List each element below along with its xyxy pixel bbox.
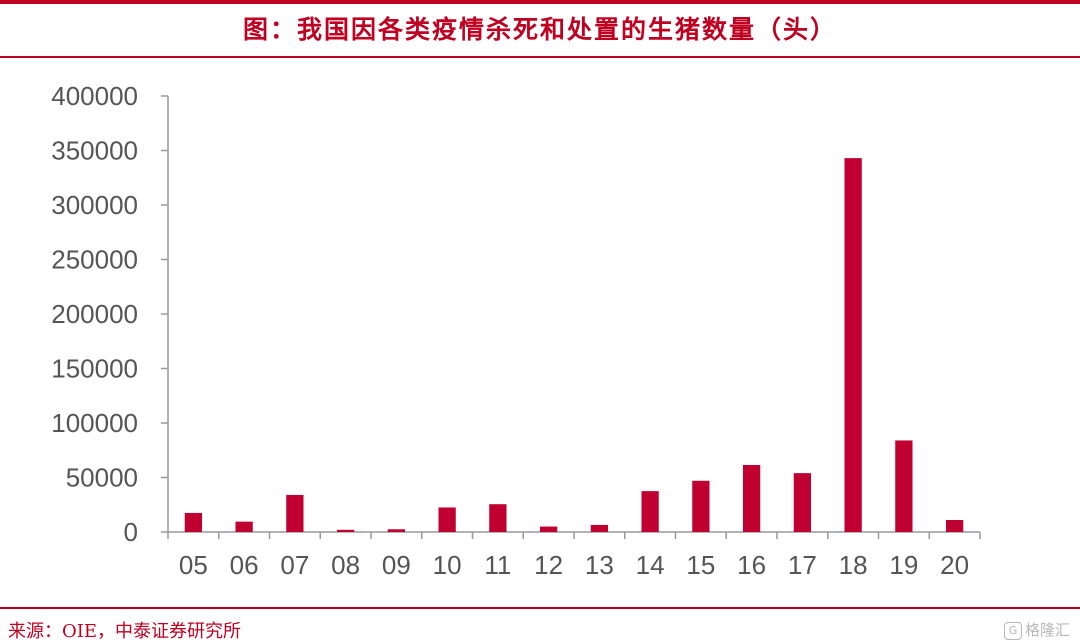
x-tick-label: 05 bbox=[179, 550, 208, 580]
y-tick-label: 150000 bbox=[51, 354, 138, 384]
watermark-logo-icon: G bbox=[1003, 621, 1022, 640]
bar-chart: 0 50000 100000 150000 200000 250000 300000 3500… bbox=[51, 81, 981, 580]
y-tick-label: 0 bbox=[124, 517, 138, 547]
x-tick-label: 09 bbox=[382, 550, 411, 580]
title-bottom-rule bbox=[0, 56, 1080, 58]
y-tick-label: 250000 bbox=[51, 245, 138, 275]
bar-15 bbox=[692, 480, 710, 532]
bar-19 bbox=[895, 440, 913, 532]
y-tick-label: 200000 bbox=[51, 299, 138, 329]
x-tick-label: 06 bbox=[230, 550, 259, 580]
y-tick-label: 50000 bbox=[66, 463, 138, 493]
bar-09 bbox=[387, 529, 406, 532]
bar-06 bbox=[235, 521, 253, 532]
chart-title: 图：我国因各类疫情杀死和处置的生猪数量（头） bbox=[242, 15, 837, 44]
x-tick-label: 10 bbox=[433, 550, 462, 580]
bar-11 bbox=[489, 504, 507, 532]
x-tick-label: 16 bbox=[737, 550, 766, 580]
source-note: 来源：OIE，中泰证券研究所 bbox=[8, 621, 242, 642]
bar-05 bbox=[184, 512, 203, 532]
x-tick-label: 20 bbox=[940, 550, 969, 580]
bars bbox=[184, 158, 964, 532]
title-top-rule bbox=[0, 0, 1080, 4]
x-tick-label: 19 bbox=[889, 550, 918, 580]
x-axis: 05 06 07 08 09 10 11 12 13 14 15 16 17 18 19 20 bbox=[167, 531, 981, 580]
x-tick-label: 18 bbox=[839, 550, 868, 580]
watermark: G 格隆汇 bbox=[1003, 619, 1070, 640]
bar-20 bbox=[945, 520, 964, 532]
y-tick-label: 300000 bbox=[51, 190, 138, 220]
bar-08 bbox=[336, 529, 355, 532]
bar-16 bbox=[742, 464, 761, 532]
bar-10 bbox=[438, 507, 456, 532]
y-axis: 0 50000 100000 150000 200000 250000 300000 3500… bbox=[51, 81, 169, 547]
bar-13 bbox=[590, 524, 609, 532]
y-tick-label: 100000 bbox=[51, 408, 138, 438]
bar-07 bbox=[286, 494, 304, 532]
x-tick-label: 17 bbox=[788, 550, 817, 580]
y-tick-label: 400000 bbox=[51, 81, 138, 111]
x-tick-label: 11 bbox=[484, 550, 511, 580]
watermark-text: 格隆汇 bbox=[1024, 621, 1070, 639]
bar-12 bbox=[539, 526, 558, 532]
bar-18 bbox=[844, 158, 862, 532]
bar-14 bbox=[641, 491, 659, 532]
x-tick-label: 07 bbox=[280, 550, 309, 580]
x-tick-label: 08 bbox=[331, 550, 360, 580]
x-tick-label: 12 bbox=[534, 550, 563, 580]
bar-17 bbox=[793, 473, 812, 532]
x-tick-label: 14 bbox=[636, 550, 665, 580]
x-tick-label: 15 bbox=[686, 550, 715, 580]
x-tick-label: 13 bbox=[585, 550, 614, 580]
y-tick-label: 350000 bbox=[51, 136, 138, 166]
footer-rule bbox=[0, 607, 1080, 609]
